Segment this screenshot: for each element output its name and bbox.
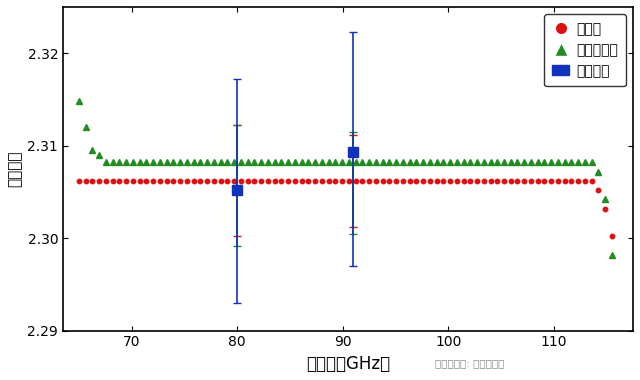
Y-axis label: 比誠電率: 比誠電率 [7,150,22,187]
Text: クレジット: 国立天文台: クレジット: 国立天文台 [435,359,504,369]
Legend: 本研究, 従来の近似, 共振器法: 本研究, 従来の近似, 共振器法 [544,14,626,86]
X-axis label: 周波数（GHz）: 周波数（GHz） [306,355,390,373]
